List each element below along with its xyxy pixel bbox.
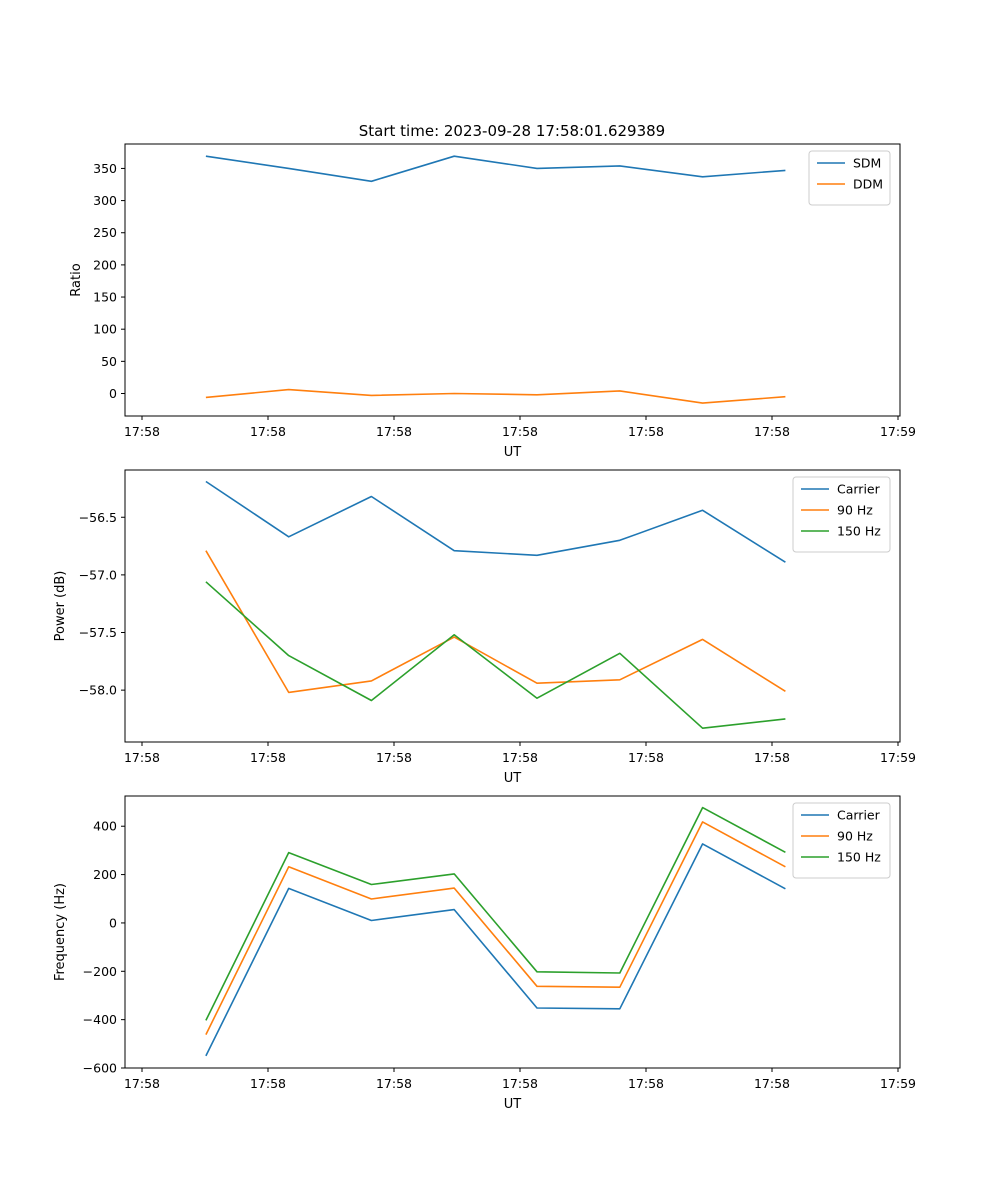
legend-box bbox=[808, 150, 891, 206]
legend-box bbox=[792, 802, 891, 879]
x-tick-label: 17:59 bbox=[880, 1076, 916, 1091]
x-tick-label: 17:58 bbox=[124, 424, 160, 439]
legend-box bbox=[792, 476, 891, 553]
axes-frame bbox=[124, 795, 901, 1069]
x-tick-label: 17:58 bbox=[376, 1076, 412, 1091]
legend-label: 150 Hz bbox=[837, 524, 881, 539]
x-tick-label: 17:58 bbox=[754, 1076, 790, 1091]
x-tick-label: 17:58 bbox=[754, 750, 790, 765]
x-tick-label: 17:59 bbox=[880, 750, 916, 765]
y-axis-label: Power (dB) bbox=[53, 571, 68, 642]
series-line-carrier bbox=[205, 843, 786, 1057]
x-axis-label: UT bbox=[504, 1097, 522, 1112]
series-line-90-hz bbox=[205, 821, 786, 1035]
x-tick-label: 17:58 bbox=[628, 424, 664, 439]
series-line-150-hz bbox=[205, 806, 786, 1021]
legend: Carrier 90 Hz 150 Hz bbox=[792, 476, 891, 553]
x-tick-label: 17:58 bbox=[754, 424, 790, 439]
x-tick-label: 17:58 bbox=[502, 750, 538, 765]
subplot-1: 17:58 17:58 17:58 17:58 17:58 17:58 17:59 0 50 10… bbox=[69, 143, 916, 460]
x-tick-label: 17:58 bbox=[502, 1076, 538, 1091]
legend-label: Carrier bbox=[837, 808, 881, 823]
y-tick-label: −56.5 bbox=[79, 510, 117, 525]
x-tick-label: 17:58 bbox=[250, 424, 286, 439]
subplots: 17:58 17:58 17:58 17:58 17:58 17:58 17:59 0 50 10… bbox=[53, 143, 916, 1112]
y-tick-label: 0 bbox=[109, 915, 117, 930]
legend-label: 150 Hz bbox=[837, 850, 881, 865]
y-tick-label: −57.5 bbox=[79, 625, 117, 640]
y-tick-label: 0 bbox=[109, 386, 117, 401]
y-tick-label: 50 bbox=[101, 354, 117, 369]
axes-frame bbox=[124, 469, 901, 743]
y-axis-label: Ratio bbox=[69, 263, 84, 296]
y-tick-label: 200 bbox=[93, 867, 117, 882]
legend-label: Carrier bbox=[837, 482, 881, 497]
series-line-90-hz bbox=[205, 550, 786, 694]
subplot-2: 17:58 17:58 17:58 17:58 17:58 17:58 17:59 −58.0… bbox=[53, 469, 916, 786]
legend-label: SDM bbox=[853, 156, 881, 171]
x-tick-label: 17:58 bbox=[124, 750, 160, 765]
x-tick-label: 17:58 bbox=[628, 750, 664, 765]
figure-title: Start time: 2023-09-28 17:58:01.629389 bbox=[359, 122, 665, 140]
series-line-150-hz bbox=[205, 581, 786, 730]
legend-label: 90 Hz bbox=[837, 503, 873, 518]
y-tick-label: −57.0 bbox=[79, 567, 117, 582]
y-tick-label: −58.0 bbox=[79, 683, 117, 698]
y-tick-label: −400 bbox=[83, 1012, 117, 1027]
x-tick-label: 17:59 bbox=[880, 424, 916, 439]
subplot-3: 17:58 17:58 17:58 17:58 17:58 17:58 17:59 −600 −… bbox=[53, 795, 916, 1112]
series-line-ddm bbox=[205, 388, 786, 404]
y-axis-label: Frequency (Hz) bbox=[53, 883, 68, 981]
legend-label: DDM bbox=[853, 177, 883, 192]
x-tick-label: 17:58 bbox=[502, 424, 538, 439]
y-tick-label: 200 bbox=[93, 257, 117, 272]
axes-frame bbox=[124, 143, 901, 417]
y-tick-label: 300 bbox=[93, 193, 117, 208]
x-tick-label: 17:58 bbox=[250, 750, 286, 765]
y-tick-label: 350 bbox=[93, 161, 117, 176]
x-tick-label: 17:58 bbox=[628, 1076, 664, 1091]
x-tick-label: 17:58 bbox=[376, 750, 412, 765]
y-tick-label: 100 bbox=[93, 322, 117, 337]
x-tick-label: 17:58 bbox=[250, 1076, 286, 1091]
x-tick-label: 17:58 bbox=[124, 1076, 160, 1091]
x-axis-label: UT bbox=[504, 445, 522, 460]
y-tick-label: 400 bbox=[93, 819, 117, 834]
y-tick-label: 250 bbox=[93, 225, 117, 240]
y-tick-label: −600 bbox=[83, 1061, 117, 1076]
y-tick-label: 150 bbox=[93, 290, 117, 305]
x-axis-label: UT bbox=[504, 771, 522, 786]
legend: Carrier 90 Hz 150 Hz bbox=[792, 802, 891, 879]
x-tick-label: 17:58 bbox=[376, 424, 412, 439]
legend-label: 90 Hz bbox=[837, 829, 873, 844]
legend: SDM DDM bbox=[808, 150, 891, 206]
series-line-carrier bbox=[205, 480, 786, 563]
series-line-sdm bbox=[205, 155, 786, 183]
y-tick-label: −200 bbox=[83, 964, 117, 979]
